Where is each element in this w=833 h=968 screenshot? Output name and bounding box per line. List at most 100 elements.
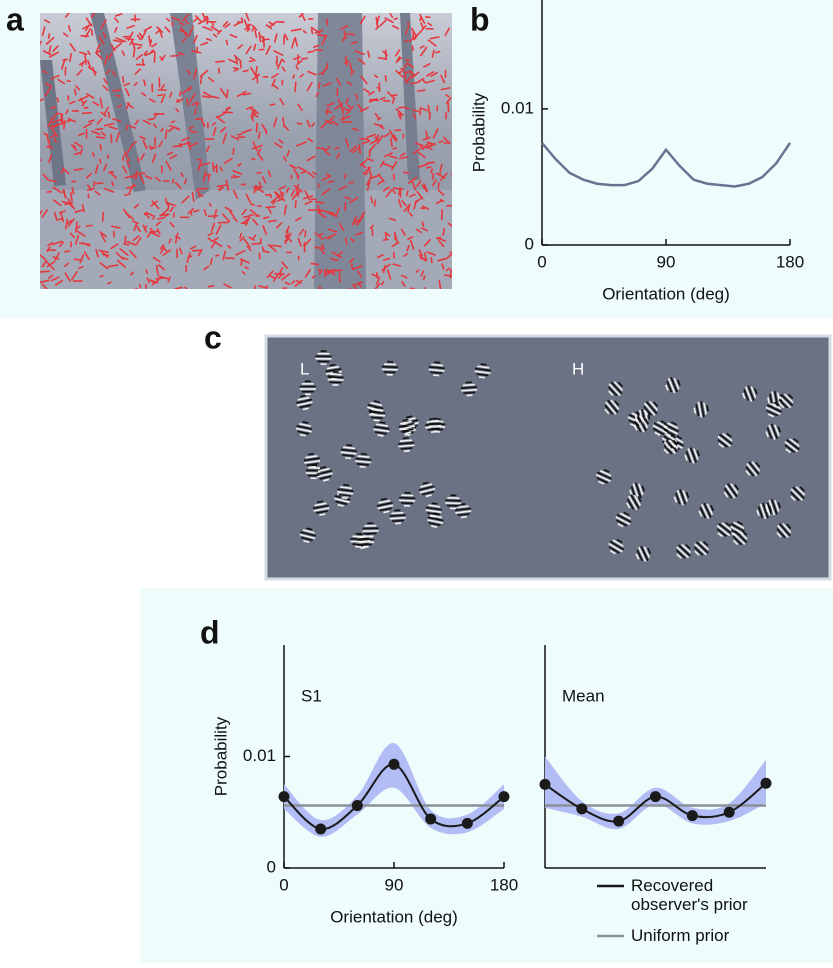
edge-stroke [49,34,50,38]
edge-stroke [352,264,353,268]
edge-stroke [379,58,386,59]
gabor-stripe [648,413,649,419]
edge-stroke [399,107,403,108]
edge-stroke [59,114,63,115]
gabor-stripe [463,392,475,393]
gabor-stripe [481,364,487,365]
edge-stroke [85,55,86,64]
gabor-stripe [330,365,336,366]
chart-title: Mean [562,686,605,705]
edge-stroke [327,19,328,25]
x-axis-label: Orientation (deg) [330,907,458,926]
edge-stroke [437,237,440,238]
edge-stroke [346,57,347,65]
y-tick-label: 0.01 [243,746,276,765]
edge-stroke [252,159,255,160]
edge-stroke [241,259,242,265]
edge-stroke [227,90,228,98]
edge-stroke [134,44,142,45]
edge-stroke [275,274,284,275]
x-tick-label: 0 [537,252,546,271]
edge-stroke [126,39,133,40]
edge-stroke [276,62,277,66]
gabor-stripe [346,445,352,446]
photo-ground [40,190,452,289]
data-point [724,807,735,818]
edge-stroke [394,18,397,19]
edge-stroke [266,195,271,196]
data-point [761,778,772,789]
legend-label: Uniform prior [631,926,771,945]
gabor-stripe [379,422,385,423]
gabor-stripe [431,364,443,365]
edge-stroke [257,123,258,132]
edge-stroke [242,18,243,22]
edge-stroke [386,50,387,59]
gabor-stripe [401,448,413,449]
edge-stroke [201,76,202,83]
panel-label: d [200,614,220,650]
gabor-stripe [357,464,369,465]
gabor-stripe [479,377,485,378]
edge-stroke [100,276,103,277]
gabor-stripe [378,435,384,436]
edge-stroke [232,177,240,178]
y-tick-label: 0 [267,857,276,876]
edge-stroke [422,222,423,226]
gabor-stripe [399,500,415,501]
edge-stroke [393,174,394,180]
gabor-stripe [369,415,385,416]
edge-stroke [57,98,58,102]
edge-stroke [72,181,76,182]
edge-stroke [347,34,354,35]
gabor-stripe [399,498,415,499]
edge-stroke [283,118,284,127]
edge-stroke [345,174,346,178]
edge-stroke [315,50,323,51]
edge-stroke [349,182,353,183]
gabor-stripe [382,367,398,368]
edge-stroke [302,58,307,59]
edge-stroke [158,95,163,96]
edge-stroke [305,231,306,237]
gabor-stripe [360,467,366,468]
gabor-stripe [461,387,477,388]
edge-stroke [270,104,274,105]
gabor-stripe [342,498,348,499]
gabor-stripe [343,485,349,486]
edge-stroke [293,75,294,78]
data-point [352,800,363,811]
legend-label: Recovered observer's prior [631,876,771,914]
edge-stroke [123,77,124,82]
data-point [499,791,510,802]
gabor-stripe [308,454,314,455]
edge-stroke [404,172,409,173]
edge-stroke [266,207,275,208]
edge-stroke [219,68,220,72]
edge-stroke [238,134,242,135]
gabor-stripe [319,514,325,515]
edge-stroke [92,30,93,35]
panel-label: b [470,1,490,37]
panel-label: a [6,1,24,37]
edge-stroke [216,61,224,62]
edge-stroke [172,121,175,122]
gabor-stripe [361,454,367,455]
edge-stroke [295,82,296,91]
edge-stroke [96,129,103,130]
edge-stroke [393,98,394,103]
edge-stroke [319,83,320,88]
data-point [425,813,436,824]
edge-stroke [244,70,249,71]
edge-stroke [265,129,266,134]
data-point [462,818,473,829]
x-tick-label: 0 [279,875,288,894]
edge-stroke [429,113,430,119]
edge-stroke [444,143,449,144]
edge-stroke [47,147,52,148]
data-point [279,791,290,802]
data-point [650,791,661,802]
edge-stroke [173,180,174,183]
edge-stroke [212,23,213,26]
